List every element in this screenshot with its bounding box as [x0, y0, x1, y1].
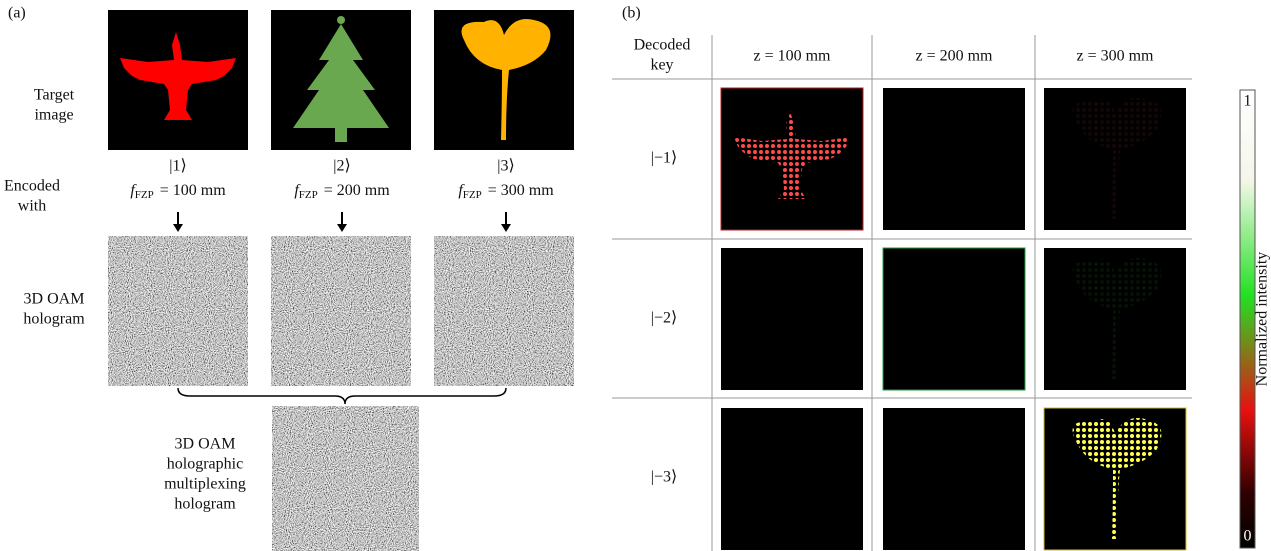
multiplex-label: hologram [174, 496, 236, 513]
corner-label: Decoded [634, 37, 691, 54]
row-label: Target [34, 87, 75, 104]
hologram [271, 236, 411, 386]
row-label: |−2⟩ [651, 310, 677, 327]
brace [178, 388, 506, 404]
arrows [173, 212, 511, 232]
corner-label: key [650, 57, 673, 74]
reconstructions [721, 88, 1186, 550]
row-label: 3D OAM [24, 291, 85, 308]
row-label: with [18, 198, 46, 215]
focal-label: fFZP= 100 mm [130, 182, 226, 201]
panel-label: (a) [8, 5, 26, 22]
holograms [108, 236, 574, 386]
colorbar-min: 0 [1244, 528, 1252, 545]
panel-label: (b) [622, 5, 641, 22]
page: {"panel_a": {"label": "(a)", "target_lab… [0, 0, 1271, 551]
row-label: image [34, 107, 73, 124]
figure: (a) Target image Encoded with 3D OAM hol… [0, 0, 1271, 551]
colorbar-label: Normalized intensity [1254, 252, 1271, 387]
target-images [108, 10, 574, 150]
key-label: |3⟩ [497, 158, 514, 175]
multiplex-label: 3D OAM [175, 436, 236, 453]
row-label: Encoded [4, 178, 60, 195]
row-label: |−3⟩ [651, 469, 677, 486]
colorbar: 1 0 Normalized intensity [1240, 90, 1271, 548]
key-label: |1⟩ [169, 158, 186, 175]
multiplexed-hologram [272, 406, 419, 551]
column-label: z = 200 mm [915, 48, 993, 65]
reconstruction [883, 88, 1025, 230]
row-label: hologram [23, 311, 85, 328]
key-label: |2⟩ [333, 158, 350, 175]
row-label: |−1⟩ [651, 150, 677, 167]
focal-label: fFZP= 200 mm [294, 182, 390, 201]
hologram [434, 236, 574, 386]
column-label: z = 300 mm [1076, 48, 1154, 65]
multiplex-label: multiplexing [164, 476, 246, 493]
reconstruction [883, 408, 1025, 550]
reconstruction [721, 408, 863, 550]
reconstruction [721, 248, 863, 390]
focal-label: fFZP= 300 mm [458, 182, 554, 201]
multiplex-label: holographic [167, 456, 243, 473]
column-label: z = 100 mm [753, 48, 831, 65]
colorbar-max: 1 [1244, 93, 1252, 110]
reconstruction [883, 248, 1025, 390]
hologram [108, 236, 248, 386]
